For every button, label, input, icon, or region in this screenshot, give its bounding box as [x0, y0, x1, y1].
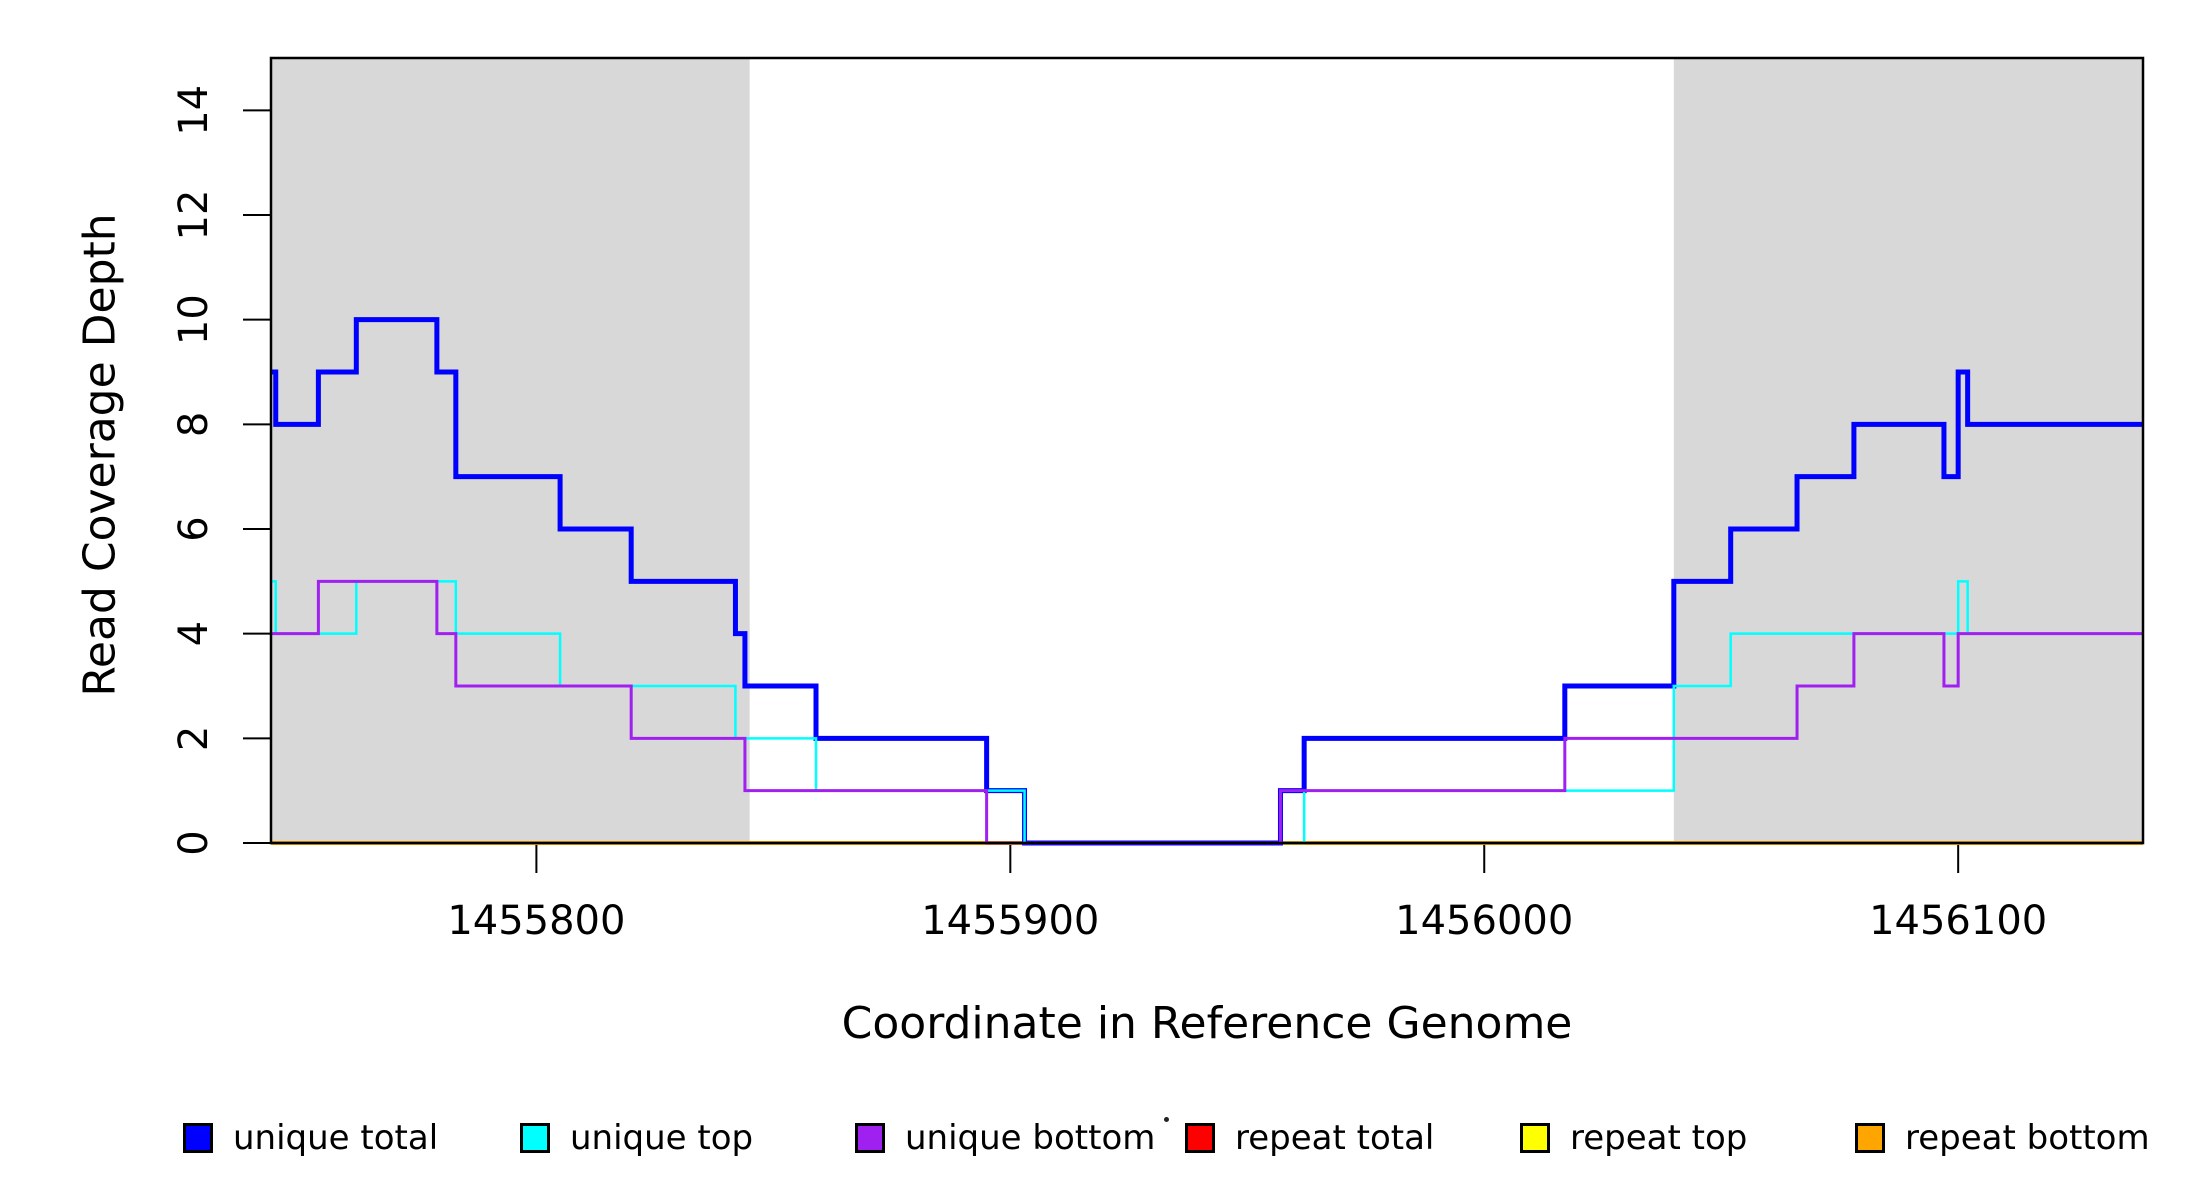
legend-label: unique total	[233, 1118, 439, 1158]
y-tick-label: 4	[171, 621, 217, 646]
x-axis-title: Coordinate in Reference Genome	[841, 998, 1573, 1049]
legend-label: unique top	[570, 1118, 754, 1158]
y-tick-label: 14	[171, 85, 217, 136]
shaded-region-1	[1673, 58, 2143, 843]
legend-swatch-repeat-top	[1520, 1123, 1550, 1153]
legend-swatch-unique-top	[520, 1123, 550, 1153]
y-tick-label: 8	[171, 412, 217, 437]
legend-item-repeat-bottom: repeat bottom	[1855, 1108, 2150, 1168]
x-tick-label: 1456000	[1395, 898, 1573, 944]
legend-label: repeat total	[1235, 1118, 1435, 1158]
legend-item-repeat-top: repeat top	[1520, 1108, 1747, 1168]
legend-swatch-unique-total	[183, 1123, 213, 1153]
y-axis-title: Read Coverage Depth	[74, 213, 126, 697]
x-tick-label: 1456100	[1869, 898, 2047, 944]
legend-item-unique-top: unique top	[520, 1108, 753, 1168]
x-tick-label: 1455800	[447, 898, 625, 944]
legend-label: unique bottom	[905, 1118, 1156, 1158]
plot-border	[269, 56, 2145, 845]
shaded-region-0	[271, 58, 750, 843]
legend-item-unique-bottom: unique bottom	[855, 1108, 1155, 1168]
y-tick-label: 2	[171, 726, 217, 751]
legend-swatch-repeat-bottom	[1855, 1123, 1885, 1153]
legend-item-unique-total: unique total	[183, 1108, 438, 1168]
x-tick-label: 1455900	[921, 898, 1099, 944]
y-tick-label: 6	[171, 516, 217, 541]
legend-swatch-repeat-total	[1185, 1123, 1215, 1153]
legend-item-repeat-total: repeat total	[1185, 1108, 1434, 1168]
legend-label: repeat top	[1570, 1118, 1748, 1158]
y-tick-label: 12	[171, 190, 217, 241]
legend: unique total unique top unique bottom repea…	[0, 1108, 2200, 1168]
legend-label: repeat bottom	[1905, 1118, 2150, 1158]
stray-dot	[1164, 1117, 1169, 1122]
y-tick-label: 0	[171, 830, 217, 855]
y-tick-label: 10	[171, 294, 217, 345]
legend-swatch-unique-bottom	[855, 1123, 885, 1153]
